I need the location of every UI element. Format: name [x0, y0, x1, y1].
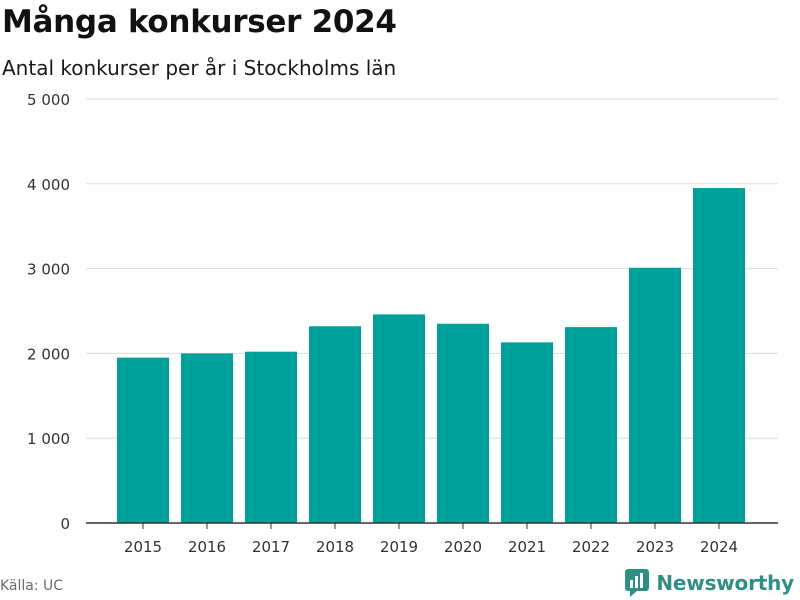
x-tick-label: 2021	[508, 538, 546, 556]
bar	[373, 314, 425, 523]
source-note: Källa: UC	[0, 578, 64, 594]
chart-subtitle: Antal konkurser per år i Stockholms län	[2, 56, 397, 80]
bar	[501, 342, 553, 523]
x-tick-label: 2024	[700, 538, 738, 556]
y-tick-label: 5 000	[27, 91, 70, 109]
bar	[117, 357, 169, 523]
bar	[629, 267, 681, 523]
y-tick-label: 3 000	[27, 261, 70, 279]
brand-logo: Newsworthy	[624, 568, 794, 598]
y-tick-label: 4 000	[27, 176, 70, 194]
x-tick-label: 2019	[380, 538, 418, 556]
x-tick-label: 2018	[316, 538, 354, 556]
x-tick-label: 2023	[636, 538, 674, 556]
y-tick-label: 0	[60, 515, 70, 533]
x-tick-label: 2022	[572, 538, 610, 556]
x-tick-label: 2017	[252, 538, 290, 556]
y-tick-label: 1 000	[27, 430, 70, 448]
bar	[437, 323, 489, 523]
brand-name: Newsworthy	[656, 571, 794, 595]
bar	[245, 351, 297, 523]
x-tick-label: 2016	[188, 538, 226, 556]
x-tick-label: 2015	[124, 538, 162, 556]
chart-title: Många konkurser 2024	[2, 4, 397, 40]
bar	[693, 188, 745, 524]
x-tick-label: 2020	[444, 538, 482, 556]
bar	[309, 326, 361, 523]
bar	[565, 327, 617, 523]
bar	[181, 353, 233, 523]
y-tick-label: 2 000	[27, 345, 70, 363]
newsworthy-logo-icon	[625, 569, 650, 597]
